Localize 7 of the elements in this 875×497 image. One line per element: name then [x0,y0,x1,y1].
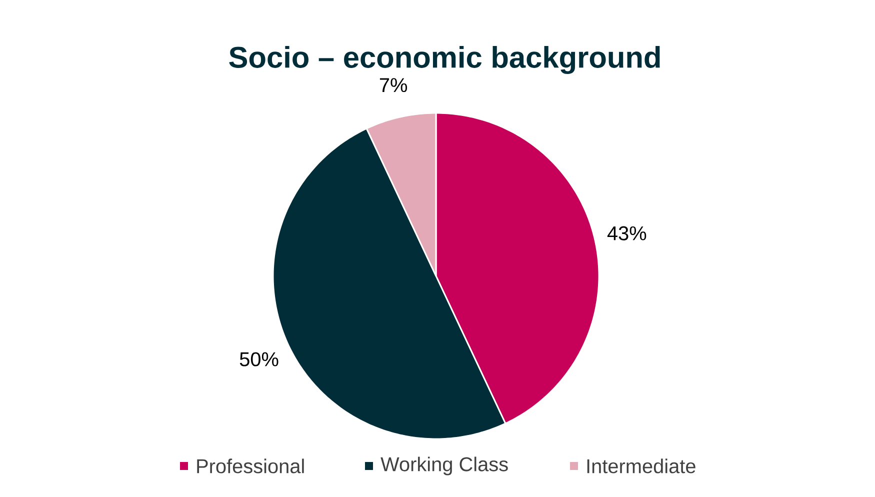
data-label: 7% [380,78,408,92]
data-label: 50% [240,352,278,366]
data-label: 43% [607,226,646,240]
legend-label: Working Class [380,456,508,476]
chart-title: Socio – economic background [229,46,660,74]
legend-label: Professional [197,458,304,474]
legend-label: Intermediate [587,458,696,474]
